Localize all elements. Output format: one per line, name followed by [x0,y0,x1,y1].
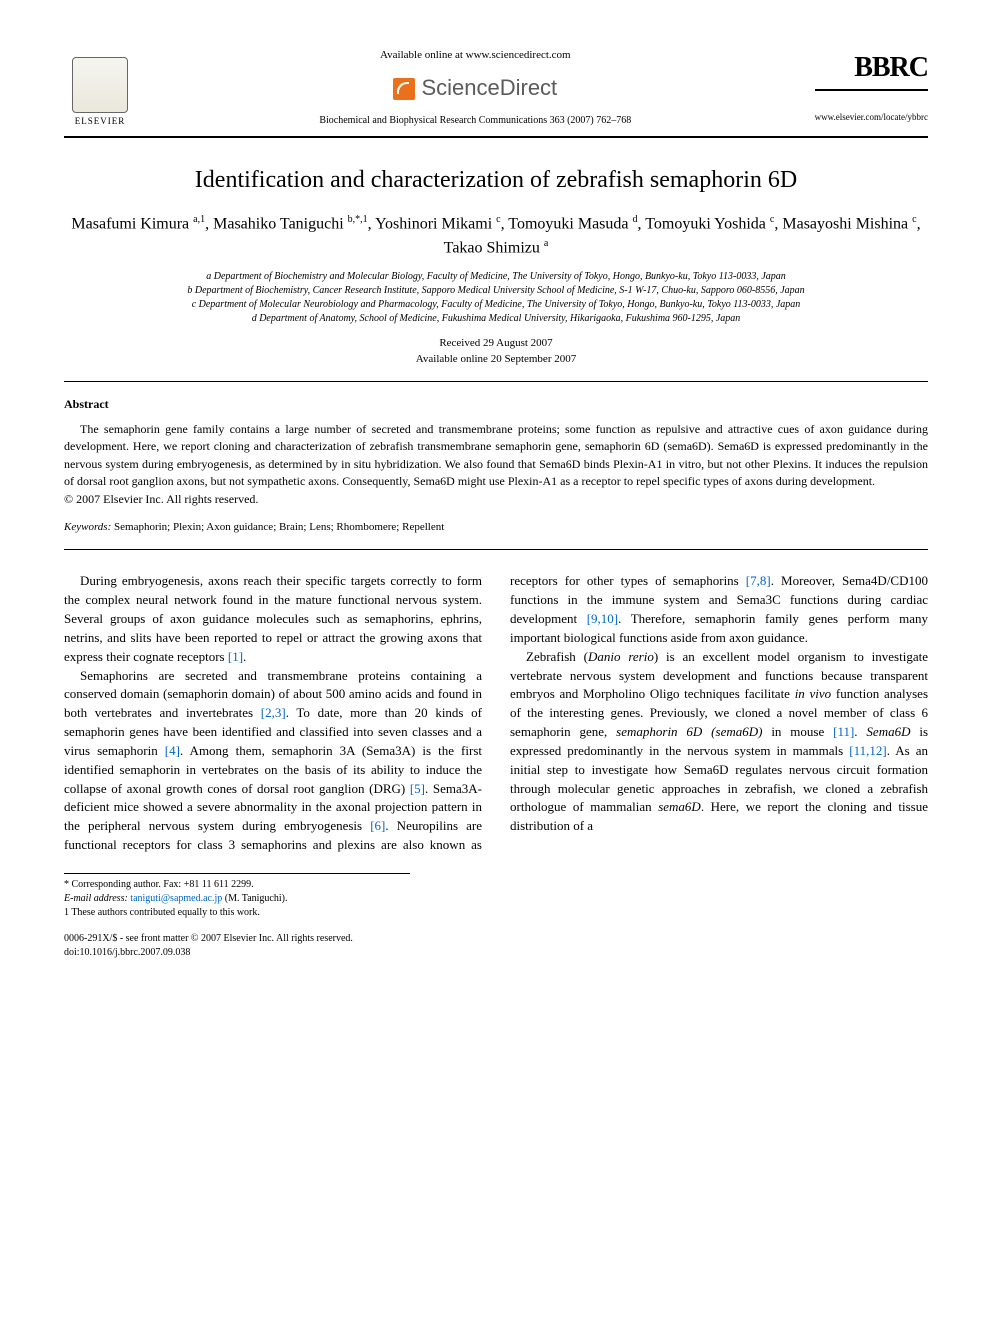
bbrc-block: BBRC www.elsevier.com/locate/ybbrc [815,48,928,124]
footer-row: 0006-291X/$ - see front matter © 2007 El… [64,932,928,960]
received-date: Received 29 August 2007 [64,336,928,351]
doi: doi:10.1016/j.bbrc.2007.09.038 [64,946,353,960]
center-header: Available online at www.sciencedirect.co… [136,48,815,128]
affiliations: a Department of Biochemistry and Molecul… [64,270,928,326]
keywords-text: Semaphorin; Plexin; Axon guidance; Brain… [114,521,444,533]
affiliation-c: c Department of Molecular Neurobiology a… [64,298,928,312]
sciencedirect-mark-icon [393,78,415,100]
sciencedirect-text: ScienceDirect [421,73,557,104]
abstract-label: Abstract [64,396,928,413]
front-matter: 0006-291X/$ - see front matter © 2007 El… [64,932,353,946]
elsevier-logo: ELSEVIER [64,48,136,128]
keywords-label: Keywords: [64,521,111,533]
ref-link-6[interactable]: [6] [370,818,385,833]
keywords-line: Keywords: Semaphorin; Plexin; Axon guida… [64,520,928,535]
top-rule [64,136,928,138]
header-row: ELSEVIER Available online at www.science… [64,48,928,128]
email-label: E-mail address: [64,893,128,904]
authors-line: Masafumi Kimura a,1, Masahiko Taniguchi … [64,212,928,261]
body-paragraph-1: During embryogenesis, axons reach their … [64,572,482,666]
email-line: E-mail address: taniguti@sapmed.ac.jp (M… [64,892,410,906]
dates-block: Received 29 August 2007 Available online… [64,336,928,367]
article-title: Identification and characterization of z… [64,164,928,198]
abstract-copyright: © 2007 Elsevier Inc. All rights reserved… [64,492,258,506]
affiliation-a: a Department of Biochemistry and Molecul… [64,270,928,284]
ref-link-4[interactable]: [4] [165,743,180,758]
rule-above-abstract [64,381,928,382]
body-columns: During embryogenesis, axons reach their … [64,572,928,855]
ref-link-78[interactable]: [7,8] [746,573,771,588]
affiliation-b: b Department of Biochemistry, Cancer Res… [64,284,928,298]
rule-below-keywords [64,549,928,550]
bbrc-url: www.elsevier.com/locate/ybbrc [815,111,928,124]
abstract-text: The semaphorin gene family contains a la… [64,421,928,508]
bbrc-logo: BBRC [815,48,928,91]
ref-link-910[interactable]: [9,10] [587,611,618,626]
sciencedirect-logo: ScienceDirect [393,73,557,104]
email-who: (M. Taniguchi). [225,893,288,904]
email-link[interactable]: taniguti@sapmed.ac.jp [130,893,222,904]
abstract-body: The semaphorin gene family contains a la… [64,421,928,491]
ref-link-5[interactable]: [5] [410,781,425,796]
equal-contribution: 1 These authors contributed equally to t… [64,906,410,920]
ref-link-1[interactable]: [1] [228,649,243,664]
body-paragraph-3: Zebrafish (Danio rerio) is an excellent … [510,648,928,836]
elsevier-tree-icon [72,57,128,113]
ref-link-23[interactable]: [2,3] [261,705,286,720]
available-date: Available online 20 September 2007 [64,352,928,367]
available-online-text: Available online at www.sciencedirect.co… [136,48,815,63]
elsevier-label: ELSEVIER [75,115,126,128]
corresponding-author: * Corresponding author. Fax: +81 11 611 … [64,878,410,892]
journal-reference: Biochemical and Biophysical Research Com… [136,114,815,128]
ref-link-11[interactable]: [11] [833,724,854,739]
footer-left: 0006-291X/$ - see front matter © 2007 El… [64,932,353,960]
ref-link-1112[interactable]: [11,12] [849,743,886,758]
affiliation-d: d Department of Anatomy, School of Medic… [64,312,928,326]
footnotes: * Corresponding author. Fax: +81 11 611 … [64,873,410,920]
